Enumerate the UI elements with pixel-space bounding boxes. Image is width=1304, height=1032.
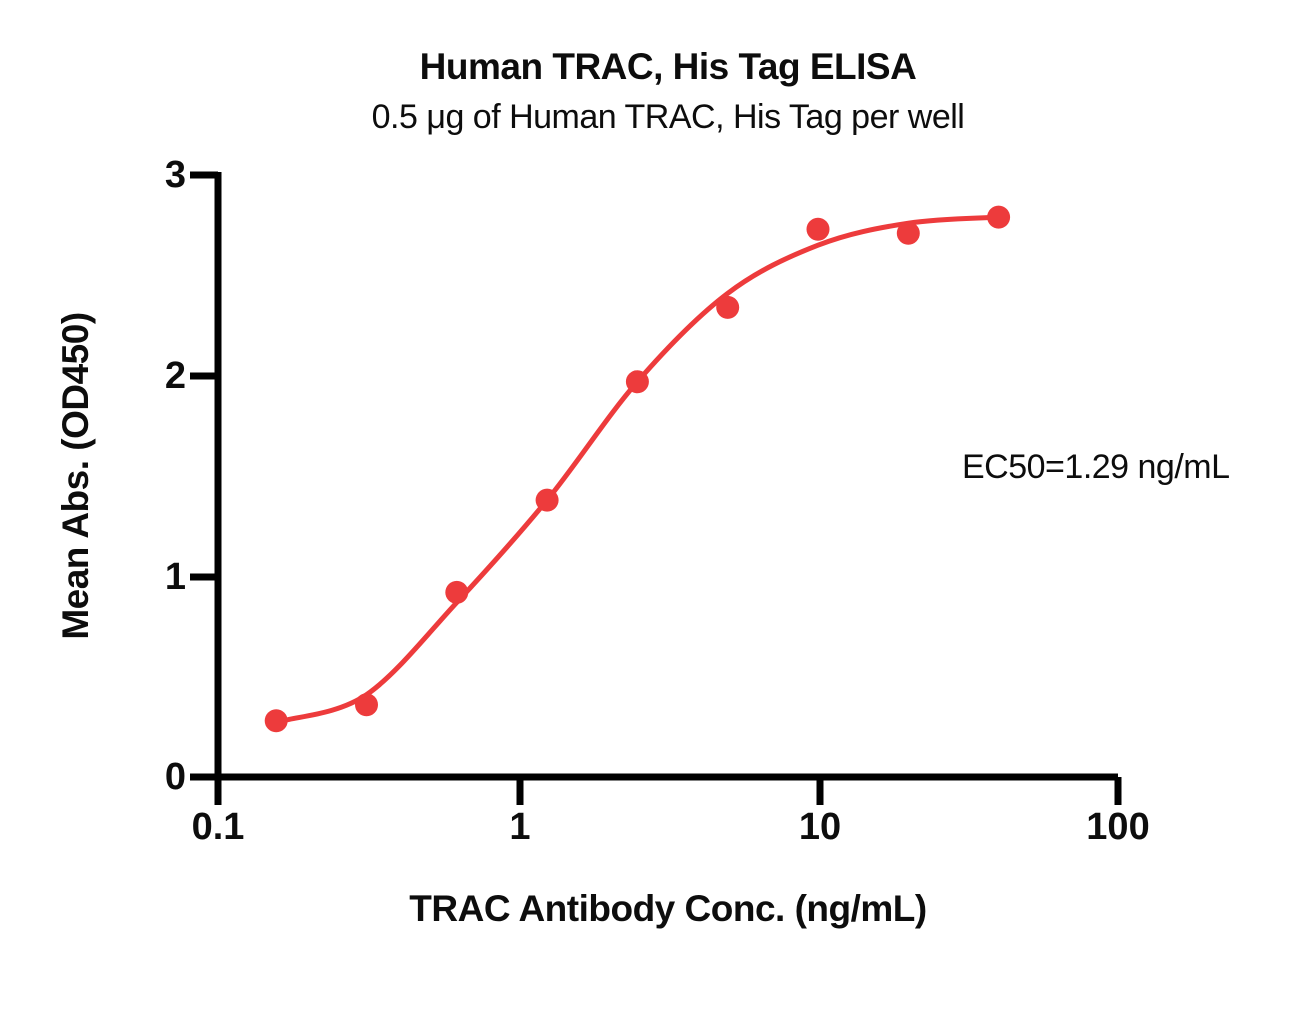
chart-subtitle: 0.5 μg of Human TRAC, His Tag per well (371, 98, 965, 136)
data-point (987, 205, 1011, 229)
x-axis-ticks (214, 777, 1122, 805)
x-tick-label: 0.1 (191, 806, 245, 848)
data-point (716, 295, 740, 319)
data-point (264, 709, 288, 733)
y-axis-ticks (190, 171, 218, 781)
y-axis-title: Mean Abs. (OD450) (55, 312, 96, 640)
data-point (896, 221, 920, 245)
data-point (625, 370, 649, 394)
data-point (535, 488, 559, 512)
x-axis-title: TRAC Antibody Conc. (ng/mL) (409, 888, 927, 929)
x-tick-label: 1 (509, 806, 531, 848)
data-point (445, 580, 469, 604)
ec50-annotation: EC50=1.29 ng/mL (962, 448, 1230, 486)
y-tick-label: 3 (164, 154, 186, 196)
y-tick-label: 1 (164, 556, 186, 598)
series-group (264, 205, 1011, 733)
fit-curve (280, 214, 1002, 724)
y-tick-label: 2 (164, 355, 186, 397)
data-point (355, 693, 378, 717)
y-tick-label: 0 (164, 756, 186, 798)
chart-title: Human TRAC, His Tag ELISA (419, 46, 917, 87)
x-tick-label: 100 (1086, 806, 1150, 848)
x-tick-label: 10 (798, 806, 842, 848)
data-point (806, 217, 830, 241)
